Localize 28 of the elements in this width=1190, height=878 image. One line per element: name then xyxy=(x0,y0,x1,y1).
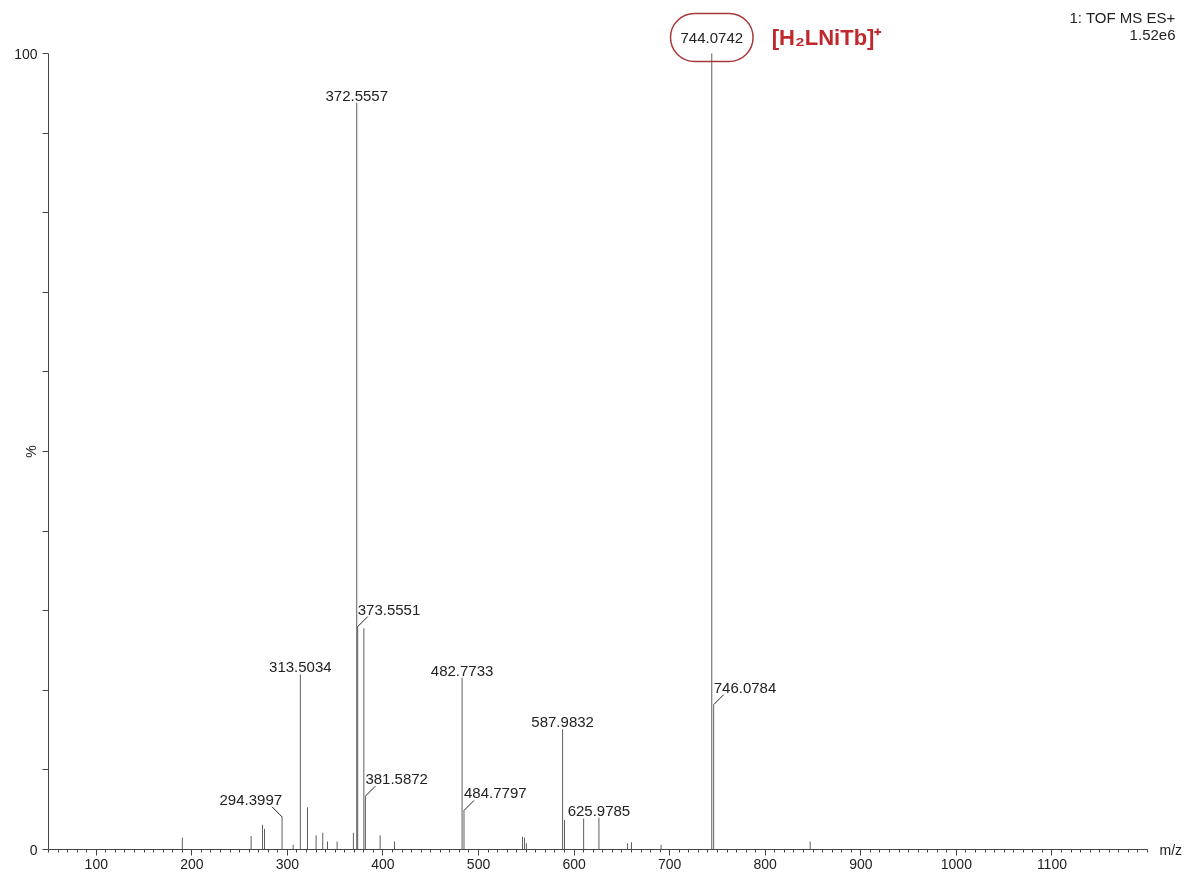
x-tick-label: 400 xyxy=(371,855,395,872)
annotation: 744.0742 xyxy=(680,28,744,46)
annotation: 373.5551 xyxy=(357,600,421,618)
annotation: 482.7733 xyxy=(430,661,494,679)
text: 1.52e6 xyxy=(1129,25,1176,43)
annotation: 625.9785 xyxy=(567,801,631,819)
annotation: 381.5872 xyxy=(365,770,428,788)
x-tick-label: 700 xyxy=(657,855,682,872)
x-axis-title: m/z xyxy=(1159,841,1183,858)
annotation: 313.5034 xyxy=(269,658,332,676)
x-tick-label: 1000 xyxy=(940,855,973,872)
y-axis-title: % xyxy=(22,445,39,458)
annotation: 587.9832 xyxy=(531,713,594,731)
annotation: 294.3997 xyxy=(219,790,283,808)
x-tick-label: 100 xyxy=(84,855,109,872)
annotation: 746.0784 xyxy=(713,678,777,696)
text: 1: TOF MS ES+ xyxy=(1069,9,1176,26)
y-tick-label: 0 xyxy=(29,841,38,858)
annotation: 484.7797 xyxy=(464,784,527,802)
annotation: 372.5557 xyxy=(325,86,389,104)
x-tick-label: 1100 xyxy=(1036,855,1068,872)
x-tick-label: 200 xyxy=(180,855,204,872)
x-tick-label: 800 xyxy=(753,855,778,872)
x-tick-label: 500 xyxy=(466,855,491,872)
x-tick-label: 900 xyxy=(849,855,873,872)
x-tick-label: 600 xyxy=(562,855,586,872)
x-tick-label: 300 xyxy=(275,855,300,872)
text: [H₂LNiTb]⁺ xyxy=(771,25,883,50)
